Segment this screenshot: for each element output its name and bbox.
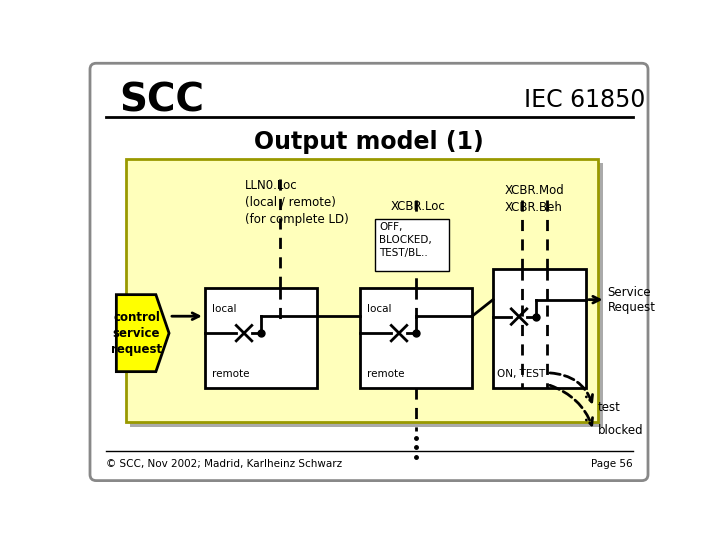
- Text: Output model (1): Output model (1): [254, 130, 484, 154]
- Text: control
service
request: control service request: [111, 310, 162, 356]
- Text: test: test: [598, 401, 621, 414]
- FancyBboxPatch shape: [90, 63, 648, 481]
- Text: © SCC, Nov 2002; Madrid, Karlheinz Schwarz: © SCC, Nov 2002; Madrid, Karlheinz Schwa…: [106, 458, 341, 469]
- Bar: [493, 269, 586, 388]
- Text: SCC: SCC: [120, 81, 204, 119]
- Text: local: local: [367, 303, 392, 314]
- Text: local: local: [212, 303, 237, 314]
- Bar: [126, 159, 598, 422]
- Bar: [360, 288, 472, 388]
- Text: XCBR.Loc: XCBR.Loc: [391, 200, 446, 213]
- Bar: [204, 288, 317, 388]
- Text: IEC 61850: IEC 61850: [524, 88, 645, 112]
- Text: remote: remote: [367, 369, 405, 379]
- Bar: [130, 164, 603, 427]
- Text: XCBR.Mod
XCBR.Beh: XCBR.Mod XCBR.Beh: [505, 184, 564, 214]
- Text: remote: remote: [212, 369, 250, 379]
- FancyArrowPatch shape: [550, 373, 593, 402]
- Text: Page 56: Page 56: [591, 458, 632, 469]
- Bar: [375, 219, 449, 271]
- Polygon shape: [117, 295, 169, 372]
- FancyArrowPatch shape: [550, 385, 593, 425]
- Text: LLN0.Loc
(local / remote)
(for complete LD): LLN0.Loc (local / remote) (for complete …: [245, 179, 348, 226]
- Text: Service
Request: Service Request: [608, 286, 656, 314]
- Text: blocked: blocked: [598, 424, 643, 437]
- Text: ON, TEST: ON, TEST: [497, 369, 545, 379]
- Text: OFF,
BLOCKED,
TEST/BL..: OFF, BLOCKED, TEST/BL..: [379, 222, 432, 258]
